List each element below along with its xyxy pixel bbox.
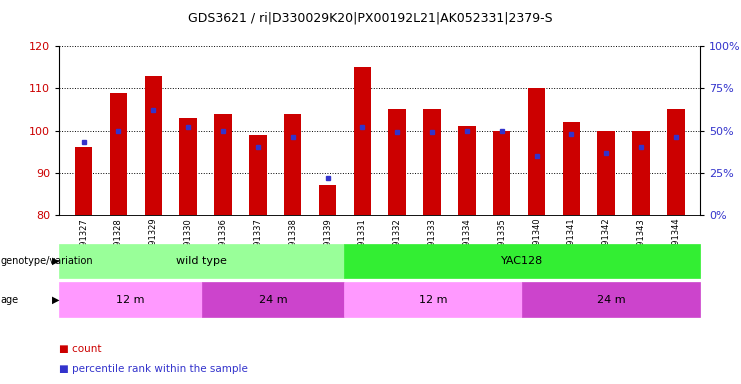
Bar: [493, 131, 511, 215]
Bar: [179, 118, 197, 215]
Bar: [144, 76, 162, 215]
Bar: [528, 88, 545, 215]
Bar: [423, 109, 441, 215]
Text: 24 m: 24 m: [259, 295, 288, 305]
Bar: [110, 93, 127, 215]
Bar: [388, 109, 406, 215]
Bar: [75, 147, 93, 215]
Text: GDS3621 / ri|D330029K20|PX00192L21|AK052331|2379-S: GDS3621 / ri|D330029K20|PX00192L21|AK052…: [188, 12, 553, 25]
Bar: [249, 135, 267, 215]
Bar: [562, 122, 580, 215]
Bar: [667, 109, 685, 215]
Text: ▶: ▶: [52, 256, 59, 266]
Bar: [597, 131, 615, 215]
Text: ■ percentile rank within the sample: ■ percentile rank within the sample: [59, 364, 248, 374]
Text: ■ count: ■ count: [59, 344, 102, 354]
Bar: [319, 185, 336, 215]
Bar: [214, 114, 232, 215]
Bar: [458, 126, 476, 215]
Text: wild type: wild type: [176, 256, 227, 266]
Text: 12 m: 12 m: [116, 295, 144, 305]
Bar: [632, 131, 650, 215]
Text: ▶: ▶: [52, 295, 59, 305]
Text: age: age: [1, 295, 19, 305]
Text: YAC128: YAC128: [501, 256, 543, 266]
Text: 24 m: 24 m: [597, 295, 625, 305]
Text: 12 m: 12 m: [419, 295, 448, 305]
Bar: [284, 114, 302, 215]
Bar: [353, 67, 371, 215]
Text: genotype/variation: genotype/variation: [1, 256, 93, 266]
